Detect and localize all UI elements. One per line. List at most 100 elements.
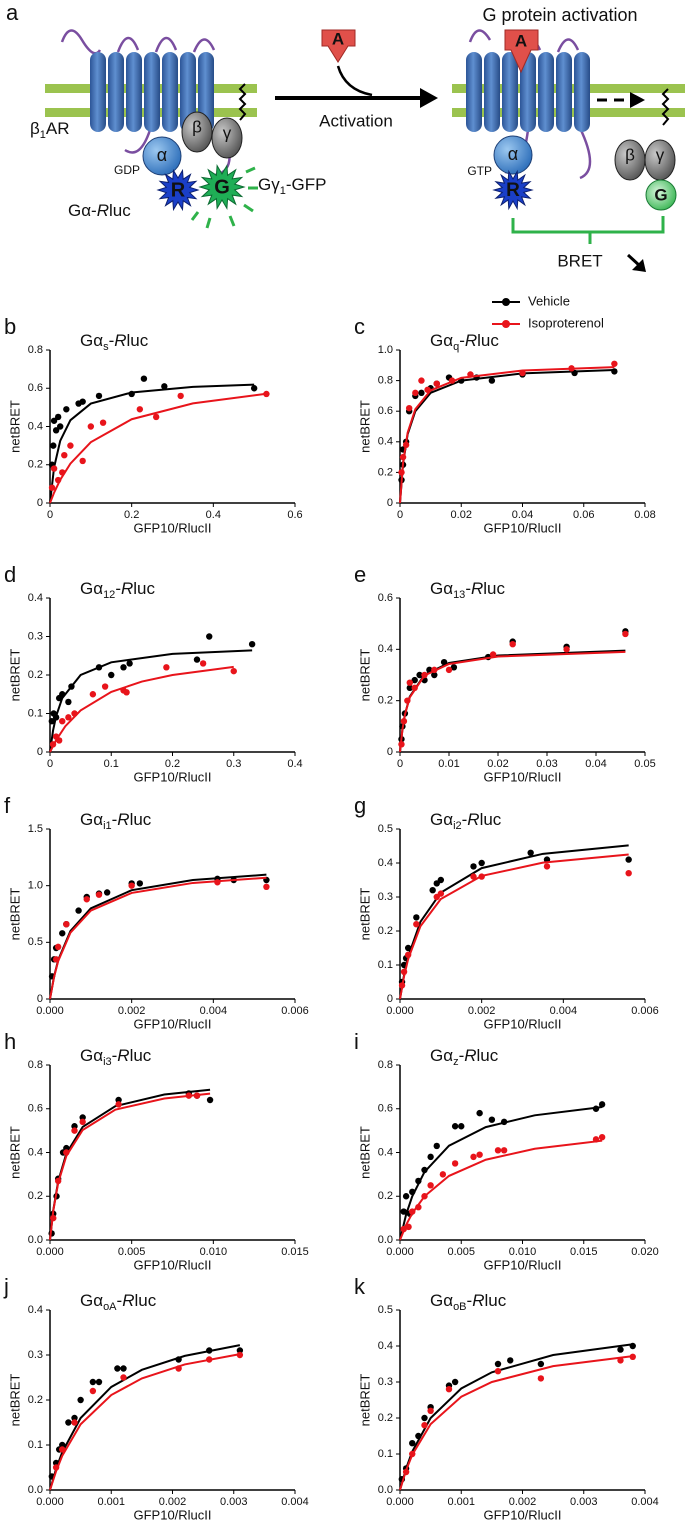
chart-title: GαoB-Rluc [430, 1291, 507, 1312]
data-point [120, 664, 127, 671]
title-part: 13 [453, 589, 465, 601]
data-point [71, 1123, 78, 1130]
y-tick-label: 0.4 [378, 857, 393, 869]
data-point [206, 633, 213, 640]
x-tick-label: 0.3 [226, 758, 241, 770]
x-tick-label: 0.2 [165, 758, 180, 770]
lipid-anchor [238, 83, 247, 121]
data-point [250, 385, 258, 392]
y-tick-label: 0.6 [378, 592, 393, 604]
x-tick-label: 0.04 [585, 758, 606, 770]
data-point [413, 914, 420, 921]
x-tick-label: 0.004 [550, 1005, 578, 1017]
x-axis-label: GFP10/RlucII [483, 520, 561, 535]
legend-marker [502, 320, 510, 328]
data-point [54, 413, 62, 421]
data-point [236, 1347, 244, 1354]
x-tick-label: 0 [397, 758, 403, 770]
data-point [89, 1378, 97, 1386]
y-tick-label: 0.4 [378, 1340, 393, 1352]
alpha-label: α [157, 145, 167, 165]
data-point [400, 968, 408, 975]
x-tick-label: 0.006 [281, 1005, 309, 1017]
x-tick-label: 0.000 [386, 1496, 414, 1508]
data-point [611, 360, 618, 367]
data-point [450, 664, 458, 671]
data-point [398, 469, 405, 476]
data-point [470, 873, 477, 880]
data-point [89, 691, 97, 698]
y-tick-label: 0.5 [378, 823, 393, 835]
data-point [458, 1123, 465, 1130]
chart: k GαoB-Rluc 0.0 0.1 0.2 0.3 0.4 0.5 0.000 0.001 0.… [354, 1274, 659, 1523]
y-tick-label: 1.0 [378, 344, 393, 356]
y-tick-label: 0.2 [28, 669, 43, 681]
panel-letter: b [4, 314, 16, 339]
text: AR [46, 119, 70, 138]
y-tick-label: 0.0 [378, 1484, 393, 1496]
title-part: - [115, 579, 121, 598]
data-point [488, 1116, 496, 1123]
x-axis-label: GFP10/RlucII [483, 1257, 561, 1272]
data-point [409, 1450, 416, 1458]
fit-line [399, 1139, 603, 1241]
data-point [409, 1208, 416, 1215]
data-point [175, 1365, 182, 1372]
panel-letter: f [4, 793, 11, 818]
fit-line [49, 649, 253, 753]
data-point [95, 664, 103, 671]
data-point [437, 876, 445, 884]
chart: f Gαi1-Rluc 0 0.5 1.0 1.5 0.000 0.002 0.004 0.006… [4, 793, 309, 1032]
y-tick-label: 0.5 [28, 936, 43, 948]
title-part: - [462, 810, 468, 829]
text: luc [109, 201, 131, 220]
data-point [77, 1396, 84, 1404]
panel-letter: d [4, 562, 16, 587]
receptor [90, 52, 214, 132]
x-axis-label: GFP10/RlucII [133, 1507, 211, 1522]
x-tick-label: 0.002 [509, 1496, 537, 1508]
data-point [563, 646, 570, 653]
data-point [199, 660, 207, 667]
x-tick-label: 0 [47, 509, 53, 521]
data-point [398, 741, 405, 748]
data-point [95, 891, 103, 898]
data-point [63, 921, 70, 928]
data-point [404, 697, 411, 704]
bret-label: BRET [557, 251, 602, 270]
x-tick-label: 0.06 [573, 509, 594, 521]
data-point [206, 1356, 213, 1363]
data-point [52, 956, 60, 963]
data-point [411, 684, 418, 692]
data-point [120, 1365, 127, 1372]
x-tick-label: 0.002 [118, 1005, 146, 1017]
y-tick-label: 0.4 [28, 1146, 43, 1158]
y-tick-label: 0.3 [28, 1349, 43, 1361]
lipid-anchor [661, 88, 670, 126]
data-point [75, 907, 82, 914]
rluc-label: R [506, 180, 520, 201]
data-point [445, 1386, 453, 1393]
title-part: - [109, 331, 115, 350]
data-point [537, 1375, 545, 1382]
data-point [404, 951, 412, 958]
chart: d Gα12-Rluc 0 0.1 0.2 0.3 0.4 0 0.1 0.2 0.3 0.4 GFP1… [4, 562, 303, 785]
data-point [49, 741, 57, 748]
data-point [193, 656, 201, 663]
data-point [59, 1441, 66, 1449]
y-tick-label: 0.6 [28, 382, 43, 394]
data-point [507, 1357, 514, 1364]
gfp [645, 179, 677, 211]
title-part: R [117, 1046, 129, 1065]
y-tick-label: 0.1 [378, 1448, 393, 1460]
data-point [236, 1351, 244, 1359]
x-tick-label: 0.015 [570, 1246, 598, 1258]
x-tick-label: 0.05 [634, 758, 655, 770]
y-axis-label: netBRET [7, 400, 22, 453]
alpha-subunit [142, 136, 182, 176]
data-point [99, 419, 107, 426]
data-point [402, 1468, 410, 1476]
title-part: - [112, 810, 118, 829]
receptor-label: β1AR [30, 119, 70, 140]
